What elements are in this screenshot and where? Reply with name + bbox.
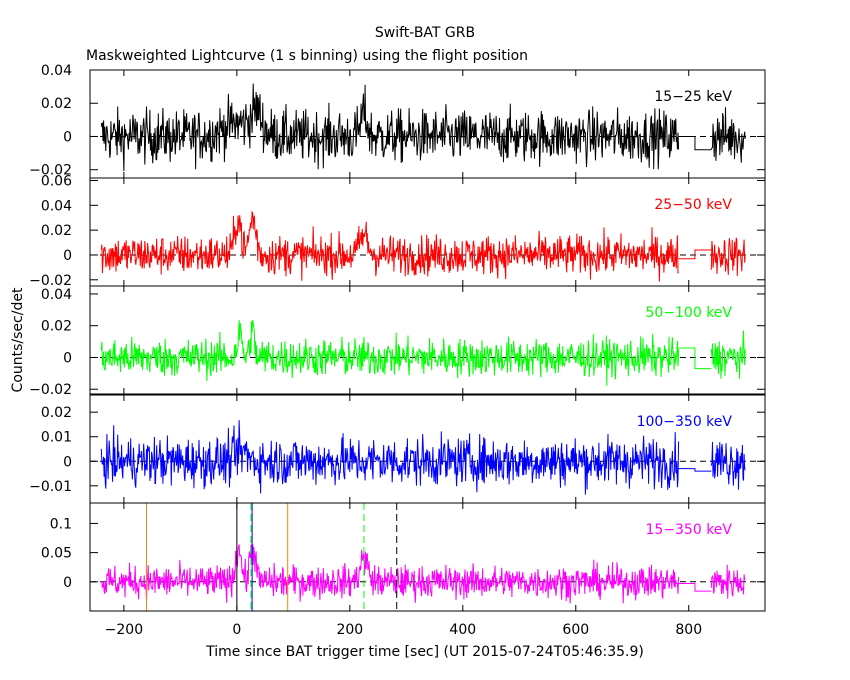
panel-frame [89, 285, 766, 395]
y-tick-label: 0 [63, 575, 72, 591]
lightcurve-trace [100, 319, 746, 386]
y-tick-label: −0.01 [29, 479, 72, 495]
x-tick-label: 200 [336, 622, 363, 638]
lightcurve-trace [100, 83, 746, 172]
y-tick-label: 0 [63, 248, 72, 264]
chart-title: Swift-BAT GRB [375, 25, 475, 41]
x-tick-label: −200 [105, 622, 143, 638]
x-axis-label: Time since BAT trigger time [sec] (UT 20… [205, 644, 644, 660]
y-tick-label: −0.02 [29, 163, 72, 179]
panel-4: 0 0.05 0.1 15−350 keV [41, 502, 766, 612]
y-tick-label: 0.04 [41, 63, 72, 79]
y-tick-label: 0.05 [41, 546, 72, 562]
y-tick-label: 0.04 [41, 287, 72, 303]
y-tick-label: 0.04 [41, 198, 72, 214]
gap-step [678, 135, 712, 151]
gap-step [678, 583, 712, 592]
y-tick-label: 0.01 [41, 430, 72, 446]
gap-step [678, 249, 712, 260]
y-tick-label: 0.02 [41, 96, 72, 112]
band-label: 100−350 keV [637, 414, 733, 430]
panel-frame [89, 502, 766, 612]
lightcurve-trace [100, 210, 746, 282]
y-tick-label: 0.02 [41, 405, 72, 421]
y-tick-label: 0.02 [41, 223, 72, 239]
y-tick-label: −0.02 [29, 382, 72, 398]
y-tick-label: −0.02 [29, 273, 72, 289]
x-tick-label: 400 [449, 622, 476, 638]
gap-step [678, 468, 712, 472]
band-label: 25−50 keV [654, 197, 732, 213]
lightcurve-trace [100, 544, 746, 604]
y-tick-label: 0 [63, 350, 72, 366]
panels-group: −0.02 0 0.02 0.04 15−25 keV −0.02 0 0.02 0.04 0.0… [29, 63, 766, 638]
band-label: 15−25 keV [654, 89, 732, 105]
x-tick-label: 600 [562, 622, 589, 638]
gap-step [678, 347, 712, 370]
panel-2: −0.02 0 0.02 0.04 50−100 keV [29, 285, 766, 398]
y-tick-label: 0 [63, 129, 72, 145]
y-tick-label: 0.06 [41, 173, 72, 189]
panel-3: −0.01 0 0.01 0.02 100−350 keV [29, 394, 766, 504]
y-tick-label: 0.02 [41, 319, 72, 335]
y-tick-label: 0 [63, 454, 72, 470]
panel-1: −0.02 0 0.02 0.04 0.06 25−50 keV [29, 173, 766, 289]
x-tick-label: 0 [232, 622, 241, 638]
band-label: 15−350 keV [645, 522, 732, 538]
chart-subtitle: Maskweighted Lightcurve (1 s binning) us… [86, 48, 528, 64]
y-tick-label: 0.1 [50, 516, 72, 532]
panel-0: −0.02 0 0.02 0.04 15−25 keV [29, 63, 766, 179]
y-axis-label: Counts/sec/det [10, 287, 26, 392]
lightcurve-trace [100, 420, 746, 495]
x-tick-label: 800 [675, 622, 702, 638]
band-label: 50−100 keV [645, 305, 732, 321]
